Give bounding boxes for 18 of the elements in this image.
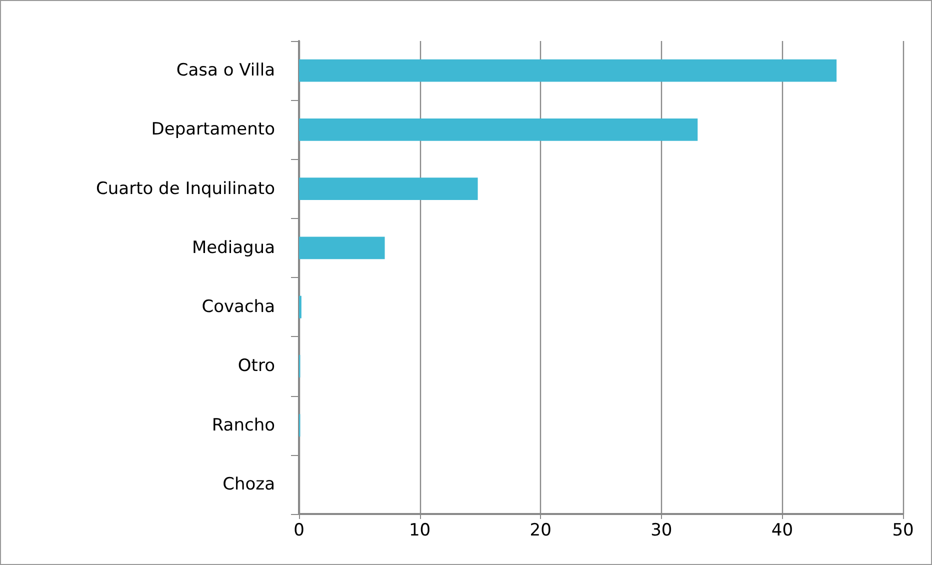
y-tick-label: Mediagua — [192, 238, 275, 258]
bar — [299, 236, 385, 260]
bar — [299, 59, 837, 82]
x-tick-label: 30 — [650, 520, 672, 540]
x-tick-label: 10 — [408, 520, 431, 540]
x-tick-label: 20 — [530, 520, 552, 540]
y-tick-label: Casa o Villa — [176, 60, 275, 81]
x-tick-label: 40 — [771, 520, 794, 540]
y-tick-label: Cuarto de Inquilinato — [96, 178, 275, 199]
y-tick-label: Otro — [238, 356, 275, 376]
x-tick-label: 50 — [892, 520, 914, 540]
bar — [299, 118, 698, 141]
y-tick-label: Choza — [222, 474, 275, 494]
bar — [299, 178, 478, 200]
x-tick-label: 0 — [294, 520, 304, 540]
y-tick-label: Rancho — [212, 415, 275, 436]
y-tick-label: Covacha — [202, 297, 275, 318]
y-tick-label: Departamento — [151, 120, 275, 140]
